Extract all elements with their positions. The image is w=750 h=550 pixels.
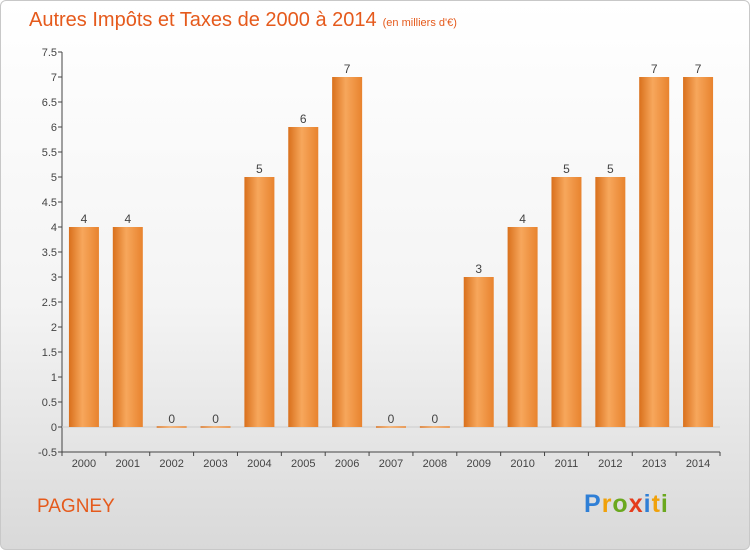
- x-tick-label: 2010: [510, 458, 534, 470]
- y-tick-label: 5.5: [42, 147, 57, 159]
- x-tick-label: 2004: [247, 458, 271, 470]
- x-tick-label: 2001: [116, 458, 140, 470]
- chart-unit: (en milliers d'€): [382, 17, 457, 29]
- data-label: 0: [168, 412, 175, 426]
- bar: [156, 426, 187, 428]
- data-label: 7: [344, 62, 351, 76]
- logo-letter: P: [584, 490, 602, 518]
- y-tick-label: 6: [51, 122, 57, 134]
- bar: [288, 127, 319, 427]
- data-label: 6: [300, 112, 307, 126]
- data-label: 4: [519, 212, 526, 226]
- data-label: 5: [256, 162, 263, 176]
- y-tick-label: 2.5: [42, 297, 57, 309]
- y-tick-label: 7: [51, 72, 57, 84]
- y-tick-label: 0.5: [42, 397, 57, 409]
- y-tick-label: 4: [51, 222, 57, 234]
- y-tick-label: 1.5: [42, 347, 57, 359]
- bar: [112, 227, 143, 427]
- data-label: 5: [563, 162, 570, 176]
- place-name: PAGNEY: [37, 496, 115, 517]
- proxiti-logo[interactable]: Proxiti: [584, 490, 669, 519]
- x-tick-label: 2007: [379, 458, 403, 470]
- x-tick-label: 2005: [291, 458, 315, 470]
- bar: [244, 177, 275, 427]
- bar: [551, 177, 582, 427]
- y-tick-label: 3: [51, 272, 57, 284]
- bar: [376, 426, 406, 428]
- bar: [419, 426, 450, 428]
- x-tick-label: 2011: [555, 458, 579, 470]
- data-label: 0: [388, 412, 395, 426]
- bar: [200, 426, 231, 428]
- chart-title-text: Autres Impôts et Taxes de 2000 à 2014: [29, 9, 377, 31]
- y-tick-label: -0.5: [38, 447, 57, 459]
- logo-letter: x: [628, 490, 644, 518]
- bar: [507, 227, 538, 427]
- y-tick-label: 2: [51, 322, 57, 334]
- bar: [595, 177, 626, 427]
- logo-letter: i: [660, 490, 669, 518]
- data-label: 5: [607, 162, 614, 176]
- y-tick-label: 4.5: [42, 197, 57, 209]
- bar: [332, 77, 363, 427]
- data-label: 7: [695, 62, 702, 76]
- y-tick-label: 6.5: [42, 97, 57, 109]
- logo-letter: t: [651, 490, 661, 518]
- y-tick-label: 1: [51, 372, 57, 384]
- bar: [68, 227, 99, 427]
- y-tick-label: 0: [51, 422, 57, 434]
- x-tick-label: 2000: [72, 458, 96, 470]
- x-tick-label: 2008: [423, 458, 447, 470]
- logo-letter: i: [643, 490, 652, 518]
- y-tick-label: 3.5: [42, 247, 57, 259]
- logo-letter: o: [612, 490, 629, 518]
- data-label: 4: [81, 212, 88, 226]
- x-tick-label: 2013: [642, 458, 666, 470]
- data-label: 3: [475, 262, 482, 276]
- x-tick-label: 2009: [466, 458, 490, 470]
- x-tick-label: 2012: [598, 458, 622, 470]
- y-tick-label: 5: [51, 172, 57, 184]
- bar: [463, 277, 494, 427]
- x-tick-label: 2006: [335, 458, 359, 470]
- data-labels: 4 4 0 0 5 6 7 0 0 3 4 5 5 7 7: [81, 62, 702, 426]
- data-label: 0: [432, 412, 439, 426]
- bar: [683, 77, 714, 427]
- data-label: 7: [651, 62, 658, 76]
- y-tick-label: 7.5: [42, 47, 57, 59]
- data-label: 4: [124, 212, 131, 226]
- logo-letter: r: [601, 490, 613, 518]
- bars: [68, 77, 714, 428]
- x-tick-label: 2002: [159, 458, 183, 470]
- data-label: 0: [212, 412, 219, 426]
- chart-title: Autres Impôts et Taxes de 2000 à 2014 (en…: [29, 9, 457, 32]
- bar: [639, 77, 670, 427]
- x-tick-label: 2003: [203, 458, 227, 470]
- x-tick-label: 2014: [686, 458, 710, 470]
